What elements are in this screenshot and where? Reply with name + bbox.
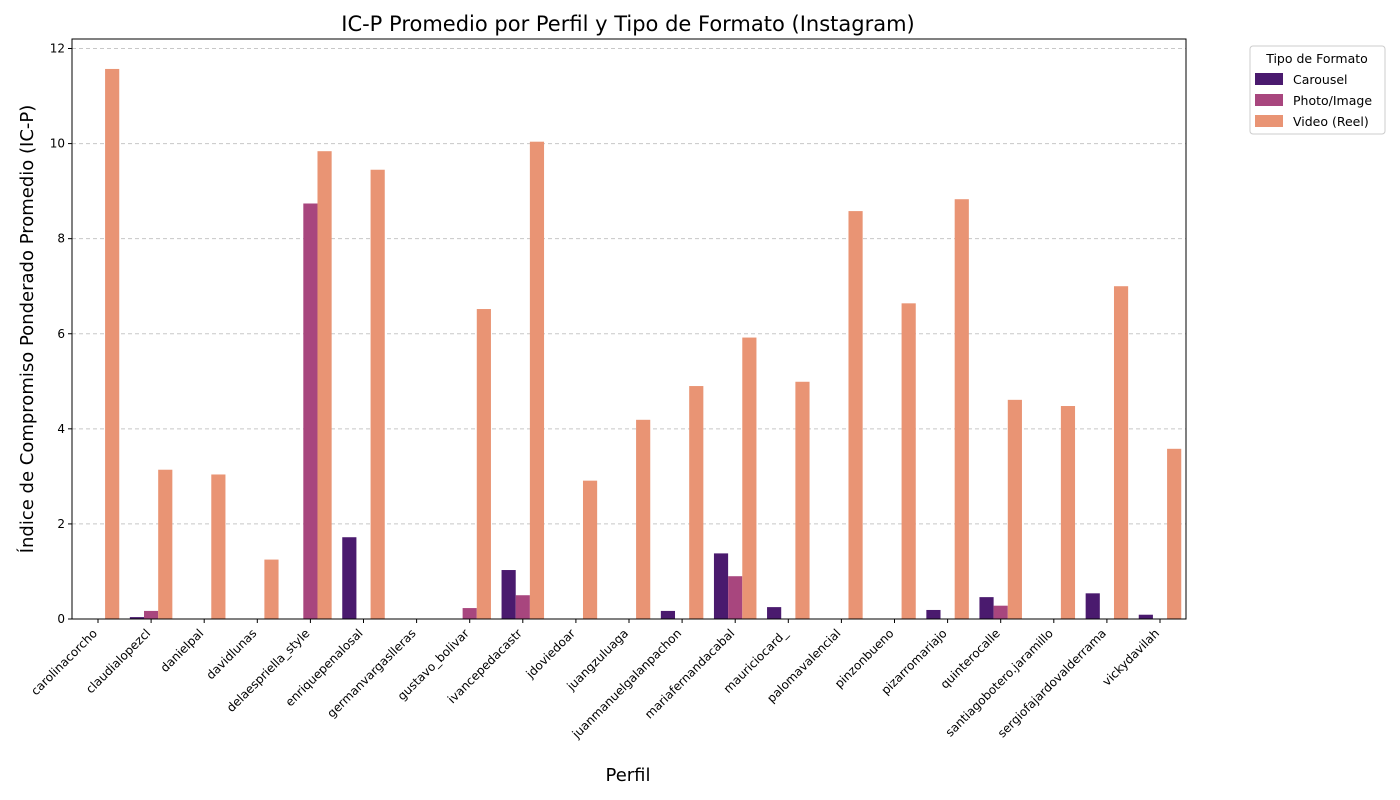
y-tick-label: 0 xyxy=(57,612,65,626)
x-tick-label: davidlunas xyxy=(203,626,259,682)
y-axis: 0 2 4 6 8 10 12 xyxy=(50,42,72,626)
x-tick-label: jdoviedoar xyxy=(523,626,578,681)
y-tick-label: 2 xyxy=(57,517,65,531)
legend-frame xyxy=(1249,45,1386,135)
chart-title: IC-P Promedio por Perfil y Tipo de Forma… xyxy=(341,12,915,36)
bar-carousel-claudialopezcl xyxy=(129,617,145,619)
bar-video-reel--jdoviedoar xyxy=(582,480,598,619)
y-tick-label: 10 xyxy=(50,137,65,151)
bar-carousel-quinterocalle xyxy=(979,597,994,619)
bar-video-reel--vickydavilah xyxy=(1167,448,1182,619)
x-tick-label: santiagobotero.jaramillo xyxy=(943,626,1056,739)
y-tick-label: 12 xyxy=(50,42,65,56)
bar-video-reel--juangzuluaga xyxy=(636,419,651,619)
bar-video-reel--mariafernandacabal xyxy=(742,337,757,619)
y-axis-title: Índice de Compromiso Ponderado Promedio … xyxy=(16,105,38,554)
bar-video-reel--claudialopezcl xyxy=(158,469,173,619)
bar-video-reel--enriquepenalosal xyxy=(370,169,385,619)
bar-video-reel--carolinacorcho xyxy=(105,68,120,620)
bar-photo-image-gustavo-bolivar xyxy=(462,608,477,619)
bar-video-reel--danielpal xyxy=(211,474,226,619)
legend-label: Carousel xyxy=(1293,72,1348,87)
bar-video-reel--davidlunas xyxy=(264,559,279,619)
legend-swatch xyxy=(1255,94,1283,106)
bar-carousel-ivancepedacastr xyxy=(501,570,516,619)
bar-video-reel--pizarromariajo xyxy=(954,199,969,619)
bar-photo-image-quinterocalle xyxy=(993,605,1008,619)
bar-carousel-mariafernandacabal xyxy=(713,553,729,619)
bar-video-reel--sergiofajardovalderrama xyxy=(1113,286,1129,619)
legend: Tipo de Formato Carousel Photo/Image Video… xyxy=(1249,45,1386,135)
x-tick-label: juanmanuelgalanpachon xyxy=(569,626,684,741)
x-tick-label: vickydavilah xyxy=(1100,626,1162,688)
x-tick-label: sergiofajardovalderrama xyxy=(995,626,1109,740)
legend-items: Carousel Photo/Image Video (Reel) xyxy=(1255,72,1372,129)
bar-photo-image-ivancepedacastr xyxy=(515,595,530,619)
y-tick-label: 4 xyxy=(57,422,65,436)
bar-carousel-enriquepenalosal xyxy=(342,537,357,619)
legend-swatch xyxy=(1255,73,1283,85)
legend-label: Photo/Image xyxy=(1293,93,1372,108)
x-tick-label: danielpal xyxy=(158,626,207,675)
bar-photo-image-claudialopezcl xyxy=(144,610,159,619)
bar-video-reel--delaespriella-style xyxy=(317,151,332,619)
bar-video-reel--pinzonbueno xyxy=(901,303,916,619)
bar-video-reel--palomavalencial xyxy=(848,211,863,619)
bar-carousel-mauriciocard- xyxy=(767,607,782,619)
y-tick-label: 8 xyxy=(57,232,65,246)
bar-video-reel--ivancepedacastr xyxy=(529,141,545,619)
bar-video-reel--juanmanuelgalanpachon xyxy=(689,386,704,619)
bar-photo-image-delaespriella-style xyxy=(303,203,318,619)
bar-video-reel--santiagobotero-jaramillo xyxy=(1060,406,1076,619)
bars xyxy=(105,68,1182,620)
bar-carousel-vickydavilah xyxy=(1138,614,1153,619)
bar-video-reel--quinterocalle xyxy=(1007,399,1022,619)
legend-label: Video (Reel) xyxy=(1293,114,1369,129)
grid-lines xyxy=(72,48,1186,620)
legend-title: Tipo de Formato xyxy=(1265,51,1368,66)
x-tick-label: germanvargaslleras xyxy=(324,626,418,720)
bar-carousel-sergiofajardovalderrama xyxy=(1085,593,1100,619)
y-tick-label: 6 xyxy=(57,327,65,341)
x-axis-title: Perfil xyxy=(605,765,650,786)
bar-carousel-juanmanuelgalanpachon xyxy=(660,610,676,619)
bar-video-reel--gustavo-bolivar xyxy=(476,309,491,619)
legend-swatch xyxy=(1255,115,1283,127)
bar-video-reel--mauriciocard- xyxy=(795,381,810,619)
x-tick-label: mariafernandacabal xyxy=(642,626,737,721)
bar-carousel-pizarromariajo xyxy=(926,609,941,619)
bar-photo-image-mariafernandacabal xyxy=(728,576,743,619)
